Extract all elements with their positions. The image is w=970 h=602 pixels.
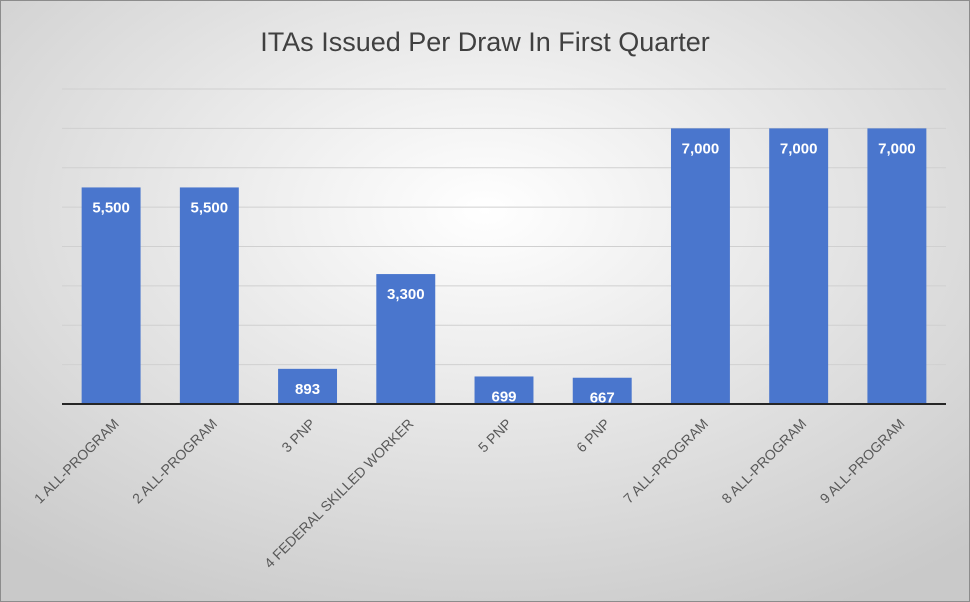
bar: [179, 187, 239, 404]
value-label: 7,000: [780, 140, 818, 157]
bar: [572, 377, 632, 404]
value-label: 5,500: [92, 199, 130, 216]
bar: [474, 376, 534, 404]
value-label: 3,300: [387, 286, 425, 303]
value-label: 699: [491, 388, 516, 405]
bar: [376, 274, 436, 404]
value-label: 893: [295, 381, 320, 398]
bar: [670, 128, 730, 404]
bar: [81, 187, 141, 404]
value-label: 5,500: [191, 199, 229, 216]
value-label: 667: [590, 390, 615, 407]
value-label: 7,000: [682, 140, 720, 157]
bar: [867, 128, 927, 404]
bar: [278, 368, 338, 404]
bar: [769, 128, 829, 404]
chart-title: ITAs Issued Per Draw In First Quarter: [260, 27, 710, 57]
value-label: 7,000: [878, 140, 916, 157]
